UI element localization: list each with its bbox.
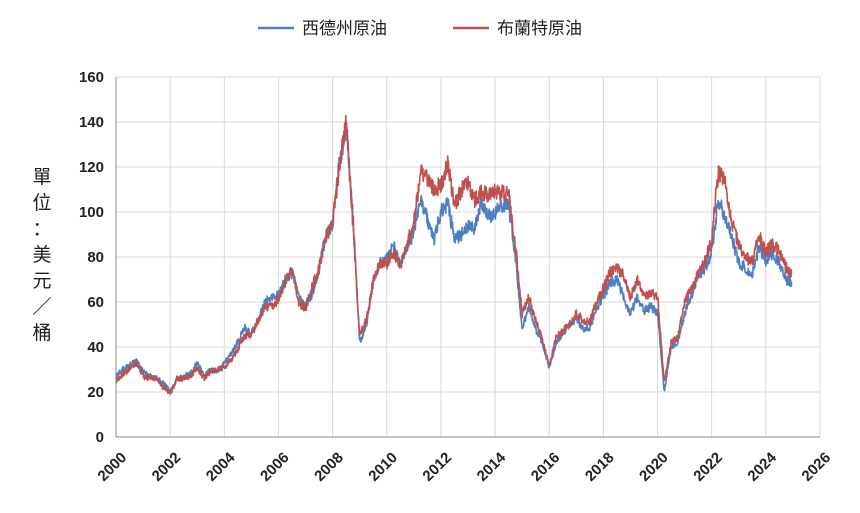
x-tick-label: 2016 <box>528 449 564 485</box>
x-tick-label: 2000 <box>95 449 131 485</box>
y-tick-label: 120 <box>79 159 104 176</box>
y-axis-label-char: 美 <box>32 244 51 266</box>
y-axis-label-char: 單 <box>32 166 51 188</box>
legend: 西德州原油 布蘭特原油 <box>258 19 582 39</box>
x-tick-label: 2010 <box>365 449 401 485</box>
y-axis-label-char: 元 <box>32 270 51 292</box>
y-tick-label: 20 <box>87 384 104 401</box>
series-layer <box>115 114 793 395</box>
series-line-brent <box>115 114 793 395</box>
y-axis-label-char: 桶 <box>32 322 51 344</box>
x-tick-label: 2012 <box>419 449 455 485</box>
y-tick-label: 100 <box>79 204 104 221</box>
x-tick-label: 2018 <box>582 449 618 485</box>
y-tick-label: 80 <box>87 249 104 266</box>
x-tick-label: 2022 <box>690 449 726 485</box>
x-tick-label: 2026 <box>799 449 835 485</box>
y-axis-label-char: ／ <box>32 296 51 318</box>
y-tick-labels: 0 20 40 60 80 100 120 140 160 <box>79 69 104 446</box>
x-tick-label: 2020 <box>636 449 672 485</box>
y-tick-label: 60 <box>87 294 104 311</box>
axes <box>115 77 820 438</box>
y-tick-label: 160 <box>79 69 104 86</box>
y-tick-label: 140 <box>79 114 104 131</box>
legend-label: 布蘭特原油 <box>497 19 582 39</box>
x-tick-label: 2008 <box>311 449 347 485</box>
x-tick-label: 2014 <box>474 449 510 485</box>
legend-label: 西德州原油 <box>302 19 387 39</box>
x-tick-label: 2002 <box>149 449 185 485</box>
x-tick-label: 2006 <box>257 449 293 485</box>
y-axis-label-char: 位 <box>32 192 51 214</box>
x-tick-labels: 2000 2002 2004 2006 2008 2010 2012 2014 2016 2018… <box>95 449 835 485</box>
y-tick-label: 0 <box>96 429 104 446</box>
grid <box>115 76 821 438</box>
series-line-wti <box>115 123 793 395</box>
y-tick-label: 40 <box>87 339 104 356</box>
y-axis-label: 單位 ： 美元 ／ 桶 <box>32 166 51 344</box>
y-axis-label-char: ： <box>32 218 51 240</box>
x-tick-label: 2004 <box>203 449 239 485</box>
x-tick-label: 2024 <box>744 449 780 485</box>
